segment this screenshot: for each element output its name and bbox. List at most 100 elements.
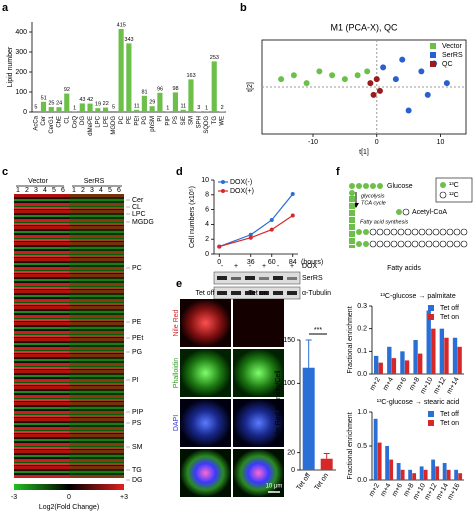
y-tick-label: 100	[15, 89, 27, 96]
bar	[454, 469, 459, 480]
x-tick-label: MGDG	[111, 116, 117, 135]
y-tick-label: 20	[287, 450, 295, 457]
blot	[213, 271, 301, 285]
x-axis-label: t[1]	[359, 149, 369, 156]
value-label: 43	[79, 97, 85, 103]
image-row: DAPI	[173, 415, 180, 431]
value-label: 96	[157, 86, 163, 92]
colorbar-label: Log2(Fold Change)	[39, 504, 99, 511]
value-label: 42	[87, 97, 93, 103]
class-label: TG	[132, 467, 142, 474]
point	[269, 217, 274, 222]
x-tick-label: dMePE	[88, 116, 94, 136]
image-row: Nile Red	[173, 309, 180, 336]
x-tick-label: PS	[173, 116, 179, 124]
y-axis-label: Fractional enrichment	[347, 306, 354, 373]
legend-label: DOX(-)	[230, 179, 252, 186]
class-label: LPC	[132, 211, 146, 218]
annotation: ***	[314, 327, 322, 334]
carbon	[390, 240, 398, 248]
y-axis-label: Fractional enrichment	[347, 412, 354, 479]
class-label: PEt	[132, 335, 143, 342]
point	[370, 91, 377, 98]
y-tick-label: 0.1	[357, 348, 367, 355]
replicate-label: 1	[16, 187, 20, 194]
legend-swatch	[428, 411, 434, 417]
bar	[56, 107, 62, 112]
x-tick-label: LPC	[96, 115, 102, 127]
class-label: CL	[132, 204, 141, 211]
value-label: 163	[186, 73, 195, 79]
carbon	[418, 240, 426, 248]
class-label: PE	[132, 319, 142, 326]
x-tick-label: 10	[437, 139, 445, 146]
point	[373, 76, 380, 83]
error-bar	[323, 453, 330, 459]
diagram-text: Acetyl-CoA	[412, 209, 447, 216]
carbon	[356, 241, 362, 247]
y-tick-label: 0.2	[357, 326, 367, 333]
bar	[389, 459, 394, 480]
bar	[426, 310, 431, 374]
y-tick-label: 100	[283, 380, 295, 387]
legend-swatch	[430, 52, 436, 58]
legend-label: Tet on	[440, 314, 459, 321]
point	[217, 244, 222, 249]
diagram-text: TCA cycle	[361, 200, 386, 206]
y-tick-label: 0	[205, 251, 209, 258]
class-label: DG	[132, 477, 143, 484]
carbon	[425, 240, 433, 248]
y-tick-label: 10	[201, 177, 209, 184]
x-tick-label: PC	[119, 115, 125, 124]
y-tick-label: 2	[205, 236, 209, 243]
point	[248, 232, 253, 237]
legend-swatch	[430, 61, 436, 67]
bar	[423, 469, 428, 480]
bar	[110, 111, 116, 112]
carbon	[425, 228, 433, 236]
micrographs	[180, 299, 284, 497]
dox-sign: +	[234, 263, 238, 270]
carbon	[446, 240, 454, 248]
value-label: 22	[103, 101, 109, 107]
bar	[413, 340, 418, 374]
bar	[457, 346, 462, 374]
value-label: 253	[210, 55, 219, 61]
legend-swatch	[221, 180, 225, 184]
point	[341, 76, 348, 83]
bar	[408, 469, 413, 480]
dox-label: DOX	[302, 263, 318, 270]
carbon	[439, 240, 447, 248]
replicate-label: 5	[108, 187, 112, 194]
legend-label: Tet off	[440, 305, 459, 312]
x-axis-label: (hours)	[301, 259, 323, 266]
value-label: 11	[134, 103, 140, 109]
bar	[87, 103, 93, 112]
panel-label: a	[2, 2, 9, 14]
replicate-label: 3	[34, 187, 38, 194]
value-label: 1	[166, 105, 169, 111]
line	[219, 193, 294, 248]
bar	[439, 328, 445, 374]
blot-bands	[217, 276, 297, 295]
bar	[391, 358, 397, 374]
bar	[157, 92, 163, 112]
bar	[400, 469, 405, 480]
dox-sign: -	[277, 263, 280, 270]
dox-signs: - + - + - +	[221, 263, 294, 270]
x-tick-label: CoQ	[72, 116, 78, 129]
carbon-diagram	[349, 177, 473, 248]
replicate-label: 4	[43, 187, 47, 194]
bar	[435, 466, 440, 480]
colorbar	[14, 484, 124, 490]
carbon	[376, 240, 384, 248]
class-label: SM	[132, 444, 143, 451]
point	[380, 64, 387, 71]
class-label: PS	[132, 420, 142, 427]
carbon	[411, 240, 419, 248]
value-label: 29	[149, 100, 155, 106]
value-label: 92	[64, 87, 70, 93]
bar	[387, 346, 392, 374]
chart-title: M1 (PCA-X), QC	[330, 22, 398, 32]
bar	[412, 473, 417, 480]
